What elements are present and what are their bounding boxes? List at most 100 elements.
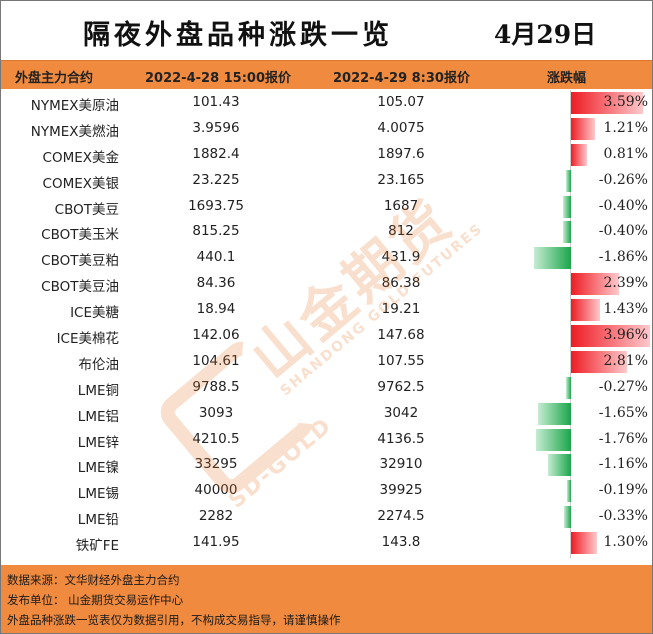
price-0428: 40000 [194, 482, 238, 499]
change-percent: -0.40% [598, 197, 648, 214]
footer-disclaimer: 外盘品种涨跌一览表仅为数据引用，不构成交易指导，请谨慎操作 [7, 613, 341, 627]
change-bar-negative [565, 169, 571, 192]
change-percent: -0.19% [598, 482, 648, 499]
change-percent: -0.40% [598, 223, 648, 240]
price-0428: 815.25 [192, 223, 240, 240]
table-row: COMEX美银 23.225 23.165 -0.26% [1, 168, 652, 194]
footer-publisher: 发布单位： 山金期货交易运作中心 [7, 593, 184, 607]
contract-name: LME铅 [77, 512, 119, 529]
contract-name: 铁矿FE [75, 538, 119, 555]
change-bar-positive [571, 143, 588, 166]
change-percent: -0.26% [598, 171, 648, 188]
price-0429: 86.38 [381, 275, 421, 292]
change-percent: -1.86% [598, 249, 648, 266]
table-row: 铁矿FE 141.95 143.8 1.30% [1, 530, 652, 556]
price-0428: 33295 [194, 456, 238, 473]
page-title: 隔夜外盘品种涨跌一览 [83, 20, 393, 51]
change-bar-positive [571, 117, 596, 140]
contract-name: LME镍 [77, 460, 119, 477]
header-change: 涨跌幅 [547, 71, 587, 86]
table-body: NYMEX美原油 101.43 105.07 3.59% NYMEX美燃油 3.9596 4… [1, 90, 652, 556]
change-percent: 2.39% [603, 275, 648, 292]
change-percent: 1.43% [603, 301, 648, 318]
price-0429: 3042 [383, 404, 419, 421]
price-0429: 143.8 [381, 534, 421, 551]
price-0429: 105.07 [377, 94, 425, 110]
change-bar-negative [547, 454, 571, 477]
contract-name: 布伦油 [78, 356, 120, 373]
contract-name: CBOT美玉米 [41, 227, 119, 244]
table-row: LME镍 33295 32910 -1.16% [1, 452, 652, 478]
change-percent: 0.81% [603, 145, 648, 162]
contract-name: LME铜 [77, 382, 119, 399]
change-bar-positive [571, 273, 619, 296]
contract-name: NYMEX美燃油 [30, 123, 119, 140]
price-0428: 142.06 [192, 327, 240, 344]
price-0429: 4.0075 [377, 119, 425, 136]
price-0428: 18.94 [196, 301, 236, 318]
table-header: 外盘主力合约 2022-4-28 15:00报价 2022-4-29 8:30报… [1, 60, 652, 89]
table-row: CBOT美玉米 815.25 812 -0.40% [1, 219, 652, 245]
table-row: 布伦油 104.61 107.55 2.81% [1, 349, 652, 375]
table-row: CBOT美豆粕 440.1 431.9 -1.86% [1, 245, 652, 271]
change-bar-positive [571, 325, 651, 348]
table-row: ICE美糖 18.94 19.21 1.43% [1, 297, 652, 323]
change-percent: 3.59% [603, 94, 648, 110]
price-0429: 431.9 [381, 249, 421, 266]
table-row: COMEX美金 1882.4 1897.6 0.81% [1, 142, 652, 168]
contract-name: COMEX美金 [42, 149, 119, 166]
change-bar-negative [567, 480, 571, 503]
price-0428: 23.225 [192, 171, 240, 188]
price-0428: 3093 [198, 404, 234, 421]
table-row: NYMEX美原油 101.43 105.07 3.59% [1, 90, 652, 116]
change-percent: 3.96% [603, 327, 648, 344]
price-0428: 9788.5 [192, 378, 240, 395]
change-bar-negative [563, 221, 571, 244]
price-0428: 84.36 [196, 275, 236, 292]
contract-name: ICE美棉花 [56, 331, 119, 348]
price-0428: 101.43 [192, 94, 240, 110]
table-row: CBOT美豆 1693.75 1687 -0.40% [1, 194, 652, 220]
change-percent: 1.21% [603, 119, 648, 136]
price-0429: 812 [388, 223, 414, 240]
change-bar-negative [563, 195, 571, 218]
change-percent: -1.76% [598, 430, 648, 447]
table-row: LME锡 40000 39925 -0.19% [1, 478, 652, 504]
price-0429: 147.68 [377, 327, 425, 344]
table-row: ICE美棉花 142.06 147.68 3.96% [1, 323, 652, 349]
table-row: CBOT美豆油 84.36 86.38 2.39% [1, 271, 652, 297]
table-row: LME铜 9788.5 9762.5 -0.27% [1, 375, 652, 401]
contract-name: CBOT美豆油 [41, 279, 119, 296]
change-percent: -1.16% [598, 456, 648, 473]
change-percent: -0.27% [598, 378, 648, 395]
table-row: LME锌 4210.5 4136.5 -1.76% [1, 427, 652, 453]
price-0428: 4210.5 [192, 430, 240, 447]
contract-name: LME铝 [77, 408, 119, 425]
contract-name: COMEX美银 [42, 175, 119, 192]
price-0429: 32910 [379, 456, 423, 473]
bar-axis [570, 90, 571, 558]
change-percent: 2.81% [603, 352, 648, 369]
price-0428: 104.61 [192, 352, 240, 369]
price-0429: 1687 [383, 197, 419, 214]
price-0429: 1897.6 [377, 145, 425, 162]
contract-name: NYMEX美原油 [30, 98, 119, 114]
price-0429: 39925 [379, 482, 423, 499]
footer: 数据来源：文华财经外盘主力合约 发布单位： 山金期货交易运作中心 外盘品种涨跌一… [1, 565, 652, 633]
table-row: NYMEX美燃油 3.9596 4.0075 1.21% [1, 116, 652, 142]
change-bar-negative [564, 506, 571, 529]
change-bar-positive [571, 299, 600, 322]
price-0428: 2282 [198, 508, 234, 525]
price-0429: 2274.5 [377, 508, 425, 525]
change-percent: -0.33% [598, 508, 648, 525]
price-0429: 19.21 [381, 301, 421, 318]
change-bar-positive [571, 350, 628, 373]
change-bar-negative [565, 376, 571, 399]
change-bar-positive [571, 532, 597, 555]
table-row: LME铝 3093 3042 -1.65% [1, 401, 652, 427]
change-bar-negative [535, 428, 571, 451]
price-0429: 107.55 [377, 352, 425, 369]
contract-name: CBOT美豆 [54, 201, 119, 218]
price-0429: 9762.5 [377, 378, 425, 395]
price-0428: 1882.4 [192, 145, 240, 162]
